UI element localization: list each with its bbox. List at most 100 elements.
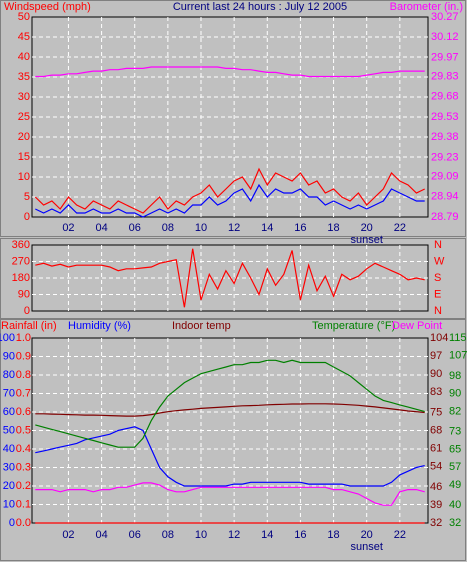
x-tick-label: 08 [162,529,174,541]
y-tick-label: 29.09 [431,170,459,182]
series-line [35,248,425,308]
y-tick-label: S [434,272,441,284]
panel-frame [0,238,466,319]
y-tick-label: 360 [12,239,30,251]
y-tick-label: 20 [3,480,15,492]
chart-title: Current last 24 hours : July 12 2005 [173,1,347,13]
y-tick-label: 97 [430,350,442,362]
y-tick-label: 0.7 [16,387,31,399]
y-tick-label: 0.2 [16,480,31,492]
y-tick-label: 29.97 [431,51,459,63]
y-tick-label: 0.1 [16,498,31,510]
y-tick-label: 0.8 [16,369,31,381]
y-tick-label: 100 [0,332,15,344]
axis-label: Dew Point [392,320,442,332]
y-tick-label: 45 [18,31,30,43]
annotation: sunset [350,234,382,246]
y-tick-label: 90 [430,368,442,380]
y-tick-label: 83 [430,386,442,398]
y-tick-label: 40 [449,499,461,511]
y-tick-label: 20 [18,131,30,143]
y-tick-label: N [434,305,442,317]
y-tick-label: 0.5 [16,424,31,436]
y-tick-label: 39 [430,499,442,511]
x-tick-label: 08 [162,222,174,234]
y-tick-label: 1.0 [16,332,31,344]
y-tick-label: 0.4 [16,443,31,455]
y-tick-label: 90 [3,350,15,362]
y-tick-label: 40 [3,443,15,455]
y-tick-label: 29.83 [431,70,459,82]
y-tick-label: 60 [3,406,15,418]
panel-frame [0,319,466,561]
series-line [34,167,425,214]
x-tick-label: 10 [195,529,207,541]
x-tick-label: 10 [195,222,207,234]
y-tick-label: 270 [12,255,30,267]
y-tick-label: 107 [449,350,467,362]
y-tick-label: 32 [430,517,442,529]
y-tick-label: 50 [3,424,15,436]
y-tick-label: 70 [3,387,15,399]
x-tick-label: 22 [394,222,406,234]
x-tick-label: 20 [361,529,373,541]
y-tick-label: 0 [24,211,30,223]
y-tick-label: 57 [449,461,461,473]
y-tick-label: 29.23 [431,151,459,163]
y-tick-label: 80 [3,369,15,381]
x-tick-label: 12 [228,222,240,234]
y-tick-label: 50 [18,11,30,23]
y-tick-label: 0 [9,517,15,529]
x-tick-label: 20 [361,222,373,234]
y-tick-label: 104 [430,332,448,344]
panel-frame [0,0,466,237]
series-line [35,359,425,448]
y-tick-label: 0.6 [16,406,31,418]
x-tick-label: 04 [95,222,107,234]
x-tick-label: 18 [327,529,339,541]
y-tick-label: 28.79 [431,211,459,223]
y-tick-label: 75 [430,406,442,418]
y-tick-label: 73 [449,426,461,438]
y-tick-label: 25 [18,111,30,123]
y-tick-label: 29.53 [431,111,459,123]
y-tick-label: 35 [18,71,30,83]
y-tick-label: 68 [430,424,442,436]
y-tick-label: 40 [18,51,30,63]
y-tick-label: 115 [449,332,467,344]
y-tick-label: 0.3 [16,461,31,473]
y-tick-label: 15 [18,151,30,163]
y-tick-label: 29.38 [431,131,459,143]
y-tick-label: 98 [449,370,461,382]
y-tick-label: 28.94 [431,191,459,203]
x-tick-label: 06 [129,222,141,234]
x-tick-label: 02 [62,222,74,234]
x-tick-label: 14 [261,529,273,541]
y-tick-label: 0 [24,305,30,317]
y-tick-label: 32 [449,517,461,529]
y-tick-label: 61 [430,442,442,454]
y-tick-label: 46 [430,481,442,493]
x-tick-label: 04 [95,529,107,541]
series-line [35,482,425,506]
y-tick-label: 65 [449,443,461,455]
y-tick-label: 29.68 [431,91,459,103]
y-tick-label: 0.9 [16,350,31,362]
y-tick-label: 30.12 [431,31,459,43]
series-line [35,426,425,487]
series-line [35,403,425,417]
y-tick-label: 54 [430,460,442,472]
y-tick-label: 180 [12,272,30,284]
y-tick-label: 49 [449,479,461,491]
y-tick-label: 30 [3,461,15,473]
annotation: sunset [350,541,382,553]
x-tick-label: 12 [228,529,240,541]
y-tick-label: 82 [449,405,461,417]
y-tick-label: 10 [3,498,15,510]
axis-label: Windspeed (mph) [4,1,91,13]
y-tick-label: 90 [449,388,461,400]
x-tick-label: 22 [394,529,406,541]
y-tick-label: 30 [18,91,30,103]
x-tick-label: 18 [327,222,339,234]
